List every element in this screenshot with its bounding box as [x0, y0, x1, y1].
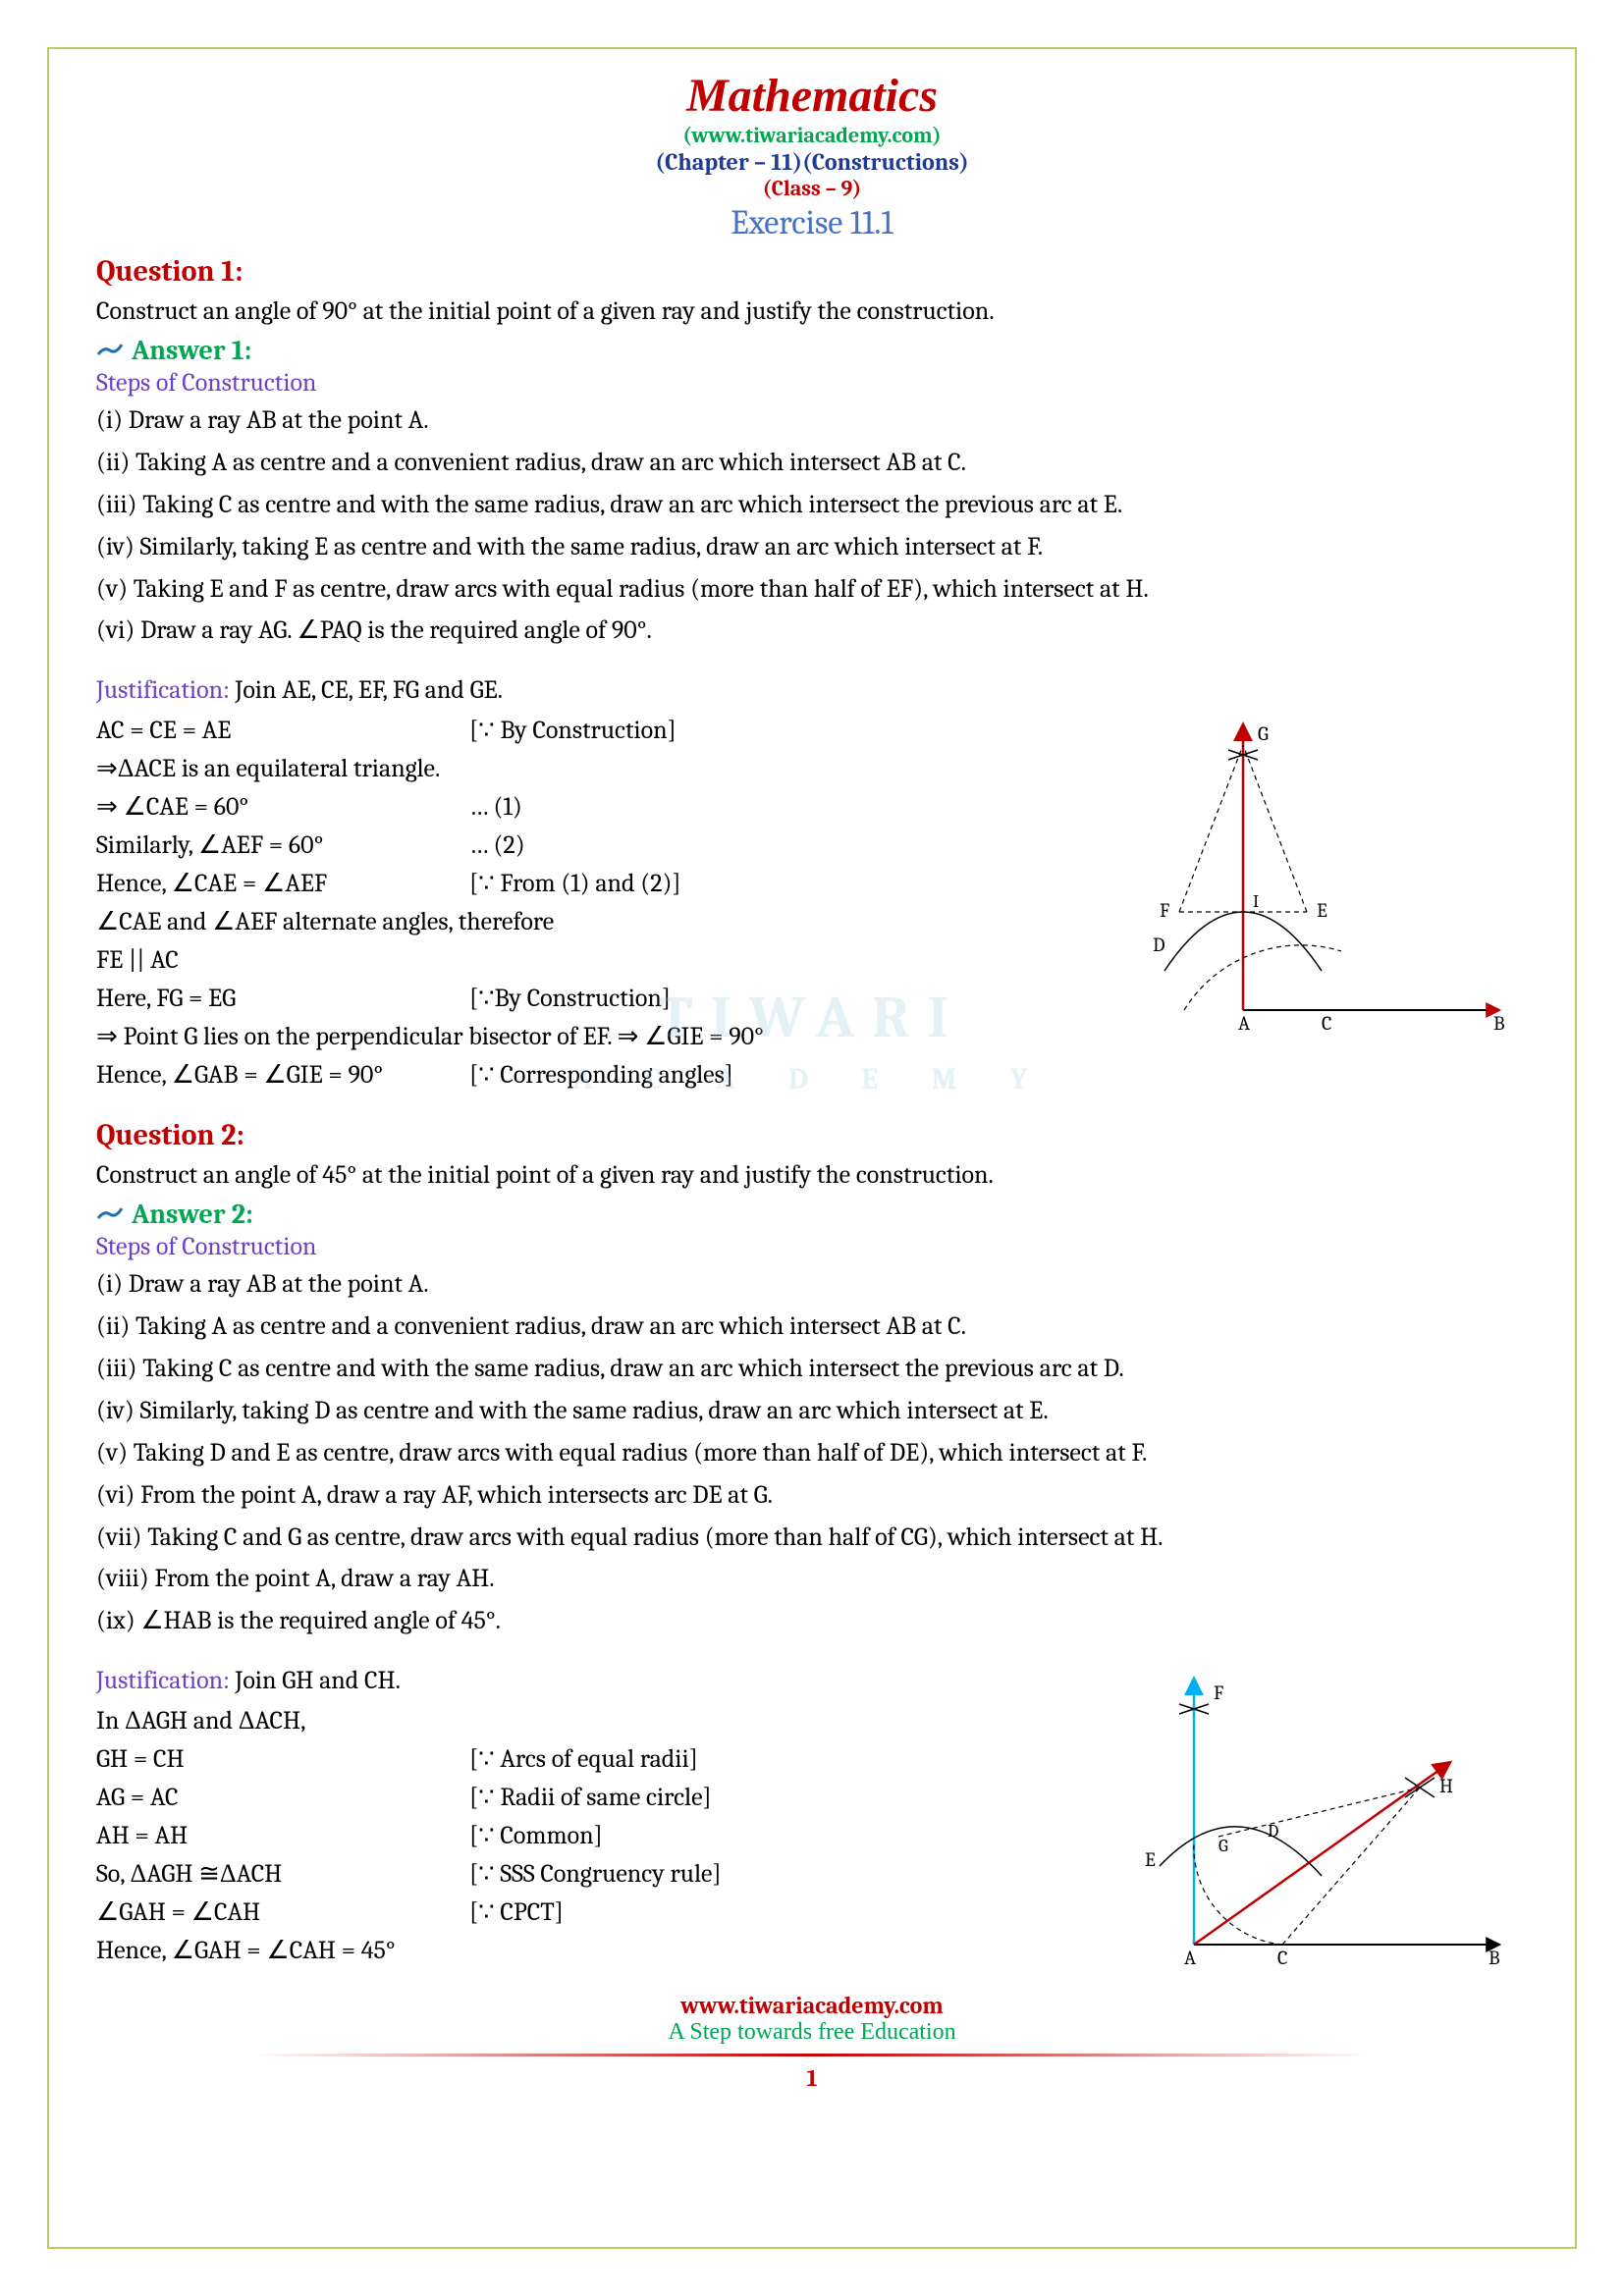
q2-just-row: AH = AH[∵ Common] — [96, 1817, 1096, 1855]
q1-justification: Justification: Join AE, CE, EF, FG and G… — [96, 669, 1096, 712]
q2-text: Construct an angle of 45° at the initial… — [96, 1156, 1528, 1195]
q2-answer-text: Answer 2: — [132, 1199, 253, 1230]
footer-url: www.tiwariacademy.com — [96, 1992, 1528, 2019]
q1-just-row: Similarly, ∠AEF = 60°… (2) — [96, 827, 1096, 865]
q1-just-row: Here, FG = EG[∵By Construction] — [96, 980, 1096, 1018]
q1-just-row: ⇒ΔACE is an equilateral triangle. — [96, 750, 1096, 788]
header: Mathematics (www.tiwariacademy.com) (Cha… — [96, 69, 1528, 242]
answer-icon — [96, 1204, 124, 1224]
q2-step: (iii) Taking C as centre and with the sa… — [96, 1348, 1528, 1390]
q2-step: (ii) Taking A as centre and a convenient… — [96, 1306, 1528, 1348]
q2-label: Question 2: — [96, 1118, 1528, 1152]
q2-just-row: GH = CH[∵ Arcs of equal radii] — [96, 1740, 1096, 1779]
q2-step: (i) Draw a ray AB at the point A. — [96, 1263, 1528, 1306]
q1-answer-text: Answer 1: — [132, 335, 251, 366]
q1-step: (v) Taking E and F as centre, draw arcs … — [96, 568, 1528, 611]
justification-label: Justification: — [96, 1666, 230, 1695]
header-class: (Class – 9) — [96, 176, 1528, 201]
svg-text:A: A — [1184, 1947, 1196, 1969]
header-chapter: (Chapter – 11)(Constructions) — [96, 148, 1528, 176]
justification-intro: Join AE, CE, EF, FG and GE. — [230, 675, 503, 705]
header-url: (www.tiwariacademy.com) — [96, 123, 1528, 148]
justification-intro: Join GH and CH. — [230, 1666, 401, 1695]
q2-step: (viii) From the point A, draw a ray AH. — [96, 1558, 1528, 1600]
q2-step: (v) Taking D and E as centre, draw arcs … — [96, 1432, 1528, 1474]
q2-step: (vii) Taking C and G as centre, draw arc… — [96, 1517, 1528, 1559]
q1-just-row: ∠CAE and ∠AEF alternate angles, therefor… — [96, 903, 1096, 941]
q1-label: Question 1: — [96, 254, 1528, 289]
q2-step: (iv) Similarly, taking D as centre and w… — [96, 1390, 1528, 1432]
page-title: Mathematics — [96, 69, 1528, 123]
footer-tagline: A Step towards free Education — [96, 2019, 1528, 2046]
svg-text:G: G — [1258, 722, 1269, 745]
q2-steps-head: Steps of Construction — [96, 1232, 1528, 1261]
q1-just-row: ⇒ Point G lies on the perpendicular bise… — [96, 1018, 1096, 1056]
page-number: 1 — [96, 2064, 1528, 2092]
svg-text:D: D — [1268, 1821, 1278, 1842]
svg-text:C: C — [1277, 1947, 1287, 1969]
q1-step: (iii) Taking C as centre and with the sa… — [96, 484, 1528, 526]
q2-justification: Justification: Join GH and CH. — [96, 1660, 1096, 1702]
q1-step: (ii) Taking A as centre and a convenient… — [96, 442, 1528, 484]
q1-just-row: FE || AC — [96, 941, 1096, 980]
svg-text:F: F — [1214, 1682, 1223, 1704]
q2-answer-label: Answer 2: — [96, 1199, 1528, 1230]
q2-step: (ix) ∠HAB is the required angle of 45°. — [96, 1600, 1528, 1642]
header-exercise: Exercise 11.1 — [96, 203, 1528, 242]
q2-just-row: Hence, ∠GAH = ∠CAH = 45° — [96, 1932, 1096, 1970]
q2-just-row: AG = AC[∵ Radii of same circle] — [96, 1779, 1096, 1817]
svg-text:F: F — [1160, 899, 1169, 922]
svg-text:I: I — [1253, 891, 1259, 912]
q2-just-row: ∠GAH = ∠CAH[∵ CPCT] — [96, 1894, 1096, 1932]
q2-just-row: So, ΔAGH ≅ΔACH[∵ SSS Congruency rule] — [96, 1855, 1096, 1894]
q1-just-row: ⇒ ∠CAE = 60°… (1) — [96, 788, 1096, 827]
q1-just-row: Hence, ∠CAE = ∠AEF[∵ From (1) and (2)] — [96, 865, 1096, 903]
q1-step: (iv) Similarly, taking E as centre and w… — [96, 526, 1528, 568]
svg-text:D: D — [1153, 934, 1165, 956]
justification-label: Justification: — [96, 675, 230, 705]
page-frame: TIWARI A C A D E M Y Mathematics (www.ti… — [47, 47, 1577, 2249]
q2-step: (vi) From the point A, draw a ray AF, wh… — [96, 1474, 1528, 1517]
svg-text:E: E — [1145, 1848, 1156, 1871]
svg-text:B: B — [1489, 1947, 1500, 1969]
footer-divider — [253, 2054, 1370, 2056]
svg-text:B: B — [1493, 1012, 1505, 1035]
q2-just-row: In ΔAGH and ΔACH, — [96, 1702, 1096, 1740]
svg-text:H: H — [1439, 1775, 1453, 1797]
footer: www.tiwariacademy.com A Step towards fre… — [96, 1992, 1528, 2092]
answer-icon — [96, 341, 124, 360]
q1-answer-label: Answer 1: — [96, 335, 1528, 366]
q1-text: Construct an angle of 90° at the initial… — [96, 293, 1528, 331]
q2-diagram: A B C D E F G H — [1125, 1660, 1518, 1974]
q1-just-row: Hence, ∠GAB = ∠GIE = 90°[∵ Corresponding… — [96, 1056, 1096, 1095]
svg-text:C: C — [1322, 1012, 1331, 1035]
q1-diagram: A B C D E F G I — [1125, 706, 1518, 1059]
q1-step: (vi) Draw a ray AG. ∠PAQ is the required… — [96, 610, 1528, 652]
q1-steps-head: Steps of Construction — [96, 368, 1528, 398]
svg-text:G: G — [1218, 1836, 1228, 1856]
q1-just-row: AC = CE = AE[∵ By Construction] — [96, 712, 1096, 750]
svg-text:A: A — [1238, 1012, 1250, 1035]
svg-text:E: E — [1317, 899, 1327, 922]
q1-step: (i) Draw a ray AB at the point A. — [96, 400, 1528, 442]
